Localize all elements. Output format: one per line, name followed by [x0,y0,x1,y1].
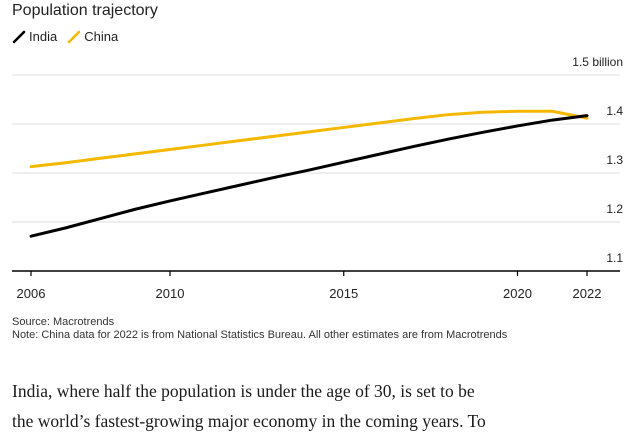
article-line-1: India, where half the population is unde… [12,381,475,401]
y-tick-label: 1.1 [606,251,623,265]
legend-label-india: India [29,29,58,44]
chart-source-block: Source: Macrotrends Note: China data for… [12,316,507,342]
series-line-india [29,114,589,238]
chart-note: Note: China data for 2022 is from Nation… [12,329,508,341]
legend-label-china: China [84,29,119,44]
legend-item-india: India [12,29,57,44]
legend: India China [12,29,128,44]
legend-swatch-china [67,30,81,43]
chart-source: Source: Macrotrends [12,316,115,328]
x-tick-label: 2020 [503,286,532,301]
y-tick-label: 1.3 [606,153,623,167]
x-tick-label: 2015 [329,286,358,301]
y-tick-label: 1.5 billion [572,55,623,69]
x-tick-label: 2010 [156,286,185,301]
article-text: India, where half the population is unde… [12,376,624,436]
article-line-2: the world’s fastest-growing major econom… [12,411,486,431]
x-tick-label: 2006 [17,286,46,301]
chart-plot: 1.1 1.2 1.3 1.4 1.5 billion 2006 2010 2015 2020 2… [12,55,623,301]
chart-title: Population trajectory [12,2,158,19]
y-tick-label: 1.4 [606,104,623,118]
legend-item-china: China [67,29,118,44]
x-tick-label: 2022 [573,286,602,301]
legend-swatch-india [12,30,26,43]
series-line-china [29,109,589,169]
y-tick-label: 1.2 [606,202,623,216]
